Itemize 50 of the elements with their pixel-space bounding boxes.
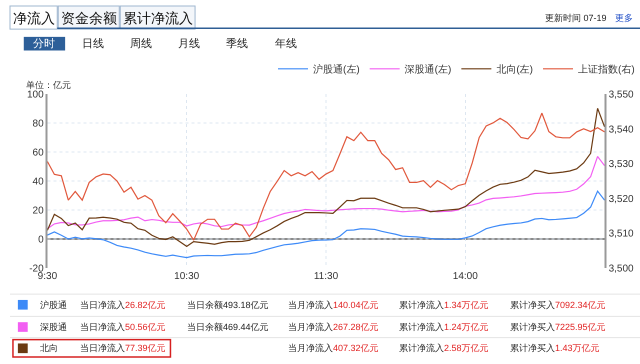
text: 周线 bbox=[130, 37, 152, 50]
text: 累计净流入 bbox=[123, 10, 193, 26]
text: 累计净买入7092.34亿元 bbox=[510, 300, 606, 310]
text: 当月净流入407.32亿元 bbox=[288, 343, 379, 353]
x-tick-label: 11:30 bbox=[314, 271, 339, 282]
text: 累计净流入1.24万亿元 bbox=[399, 322, 489, 332]
legend-label: 上证指数(右) bbox=[578, 64, 635, 76]
text: 当月净流入267.28亿元 bbox=[288, 322, 379, 332]
y-tick-label: 40 bbox=[32, 176, 44, 188]
y-tick-label: 0 bbox=[38, 234, 44, 246]
x-tick-label: 14:00 bbox=[452, 271, 478, 282]
text: 累计净买入1.43万亿元 bbox=[510, 343, 600, 353]
x-tick-label: 10:30 bbox=[174, 271, 200, 282]
text: 季线 bbox=[226, 37, 248, 50]
y2-tick-label: 3,520 bbox=[608, 194, 634, 205]
text: 当日余额493.18亿元 bbox=[187, 300, 269, 310]
line-series bbox=[47, 190, 605, 258]
text: 北向 bbox=[40, 343, 58, 353]
text: 累计净流入1.34万亿元 bbox=[399, 300, 489, 310]
y2-tick-label: 3,510 bbox=[608, 228, 634, 240]
line-series bbox=[47, 156, 605, 230]
text: 累计净买入7225.95亿元 bbox=[510, 322, 606, 332]
y2-tick-label: 3,500 bbox=[608, 264, 634, 275]
y2-tick-label: 3,530 bbox=[608, 159, 634, 170]
text: 资金余额 bbox=[61, 10, 117, 26]
text: 当日净流入77.39亿元 bbox=[80, 343, 166, 353]
legend-label: 沪股通(左) bbox=[313, 64, 360, 76]
y-axis-title: 单位：亿元 bbox=[26, 80, 71, 90]
text: 当日净流入50.56亿元 bbox=[80, 322, 166, 332]
y-tick-label: 60 bbox=[32, 147, 44, 158]
text: 当月净流入140.04亿元 bbox=[288, 300, 379, 310]
y2-tick-label: 3,550 bbox=[608, 89, 634, 100]
text: 年线 bbox=[275, 37, 297, 50]
text: 当日净流入26.82亿元 bbox=[80, 300, 166, 310]
text: 沪股通 bbox=[40, 300, 67, 310]
text: 月线 bbox=[178, 37, 200, 50]
text: 当日余额469.44亿元 bbox=[187, 322, 269, 332]
y-tick-label: 100 bbox=[26, 89, 44, 100]
text: 分时 bbox=[33, 37, 55, 50]
text: 日线 bbox=[82, 37, 104, 50]
text: 净流入 bbox=[13, 10, 55, 26]
legend-label: 深股通(左) bbox=[404, 64, 452, 76]
y-tick-label: 80 bbox=[32, 118, 44, 130]
y2-tick-label: 3,540 bbox=[608, 124, 634, 136]
text: 深股通 bbox=[40, 322, 67, 332]
text: 更多 bbox=[615, 13, 633, 23]
legend-label: 北向(左) bbox=[496, 64, 534, 76]
text: 累计净流入2.58万亿元 bbox=[399, 343, 489, 353]
text: 更新时间 07-19 bbox=[545, 13, 607, 23]
y-tick-label: 20 bbox=[32, 206, 44, 217]
